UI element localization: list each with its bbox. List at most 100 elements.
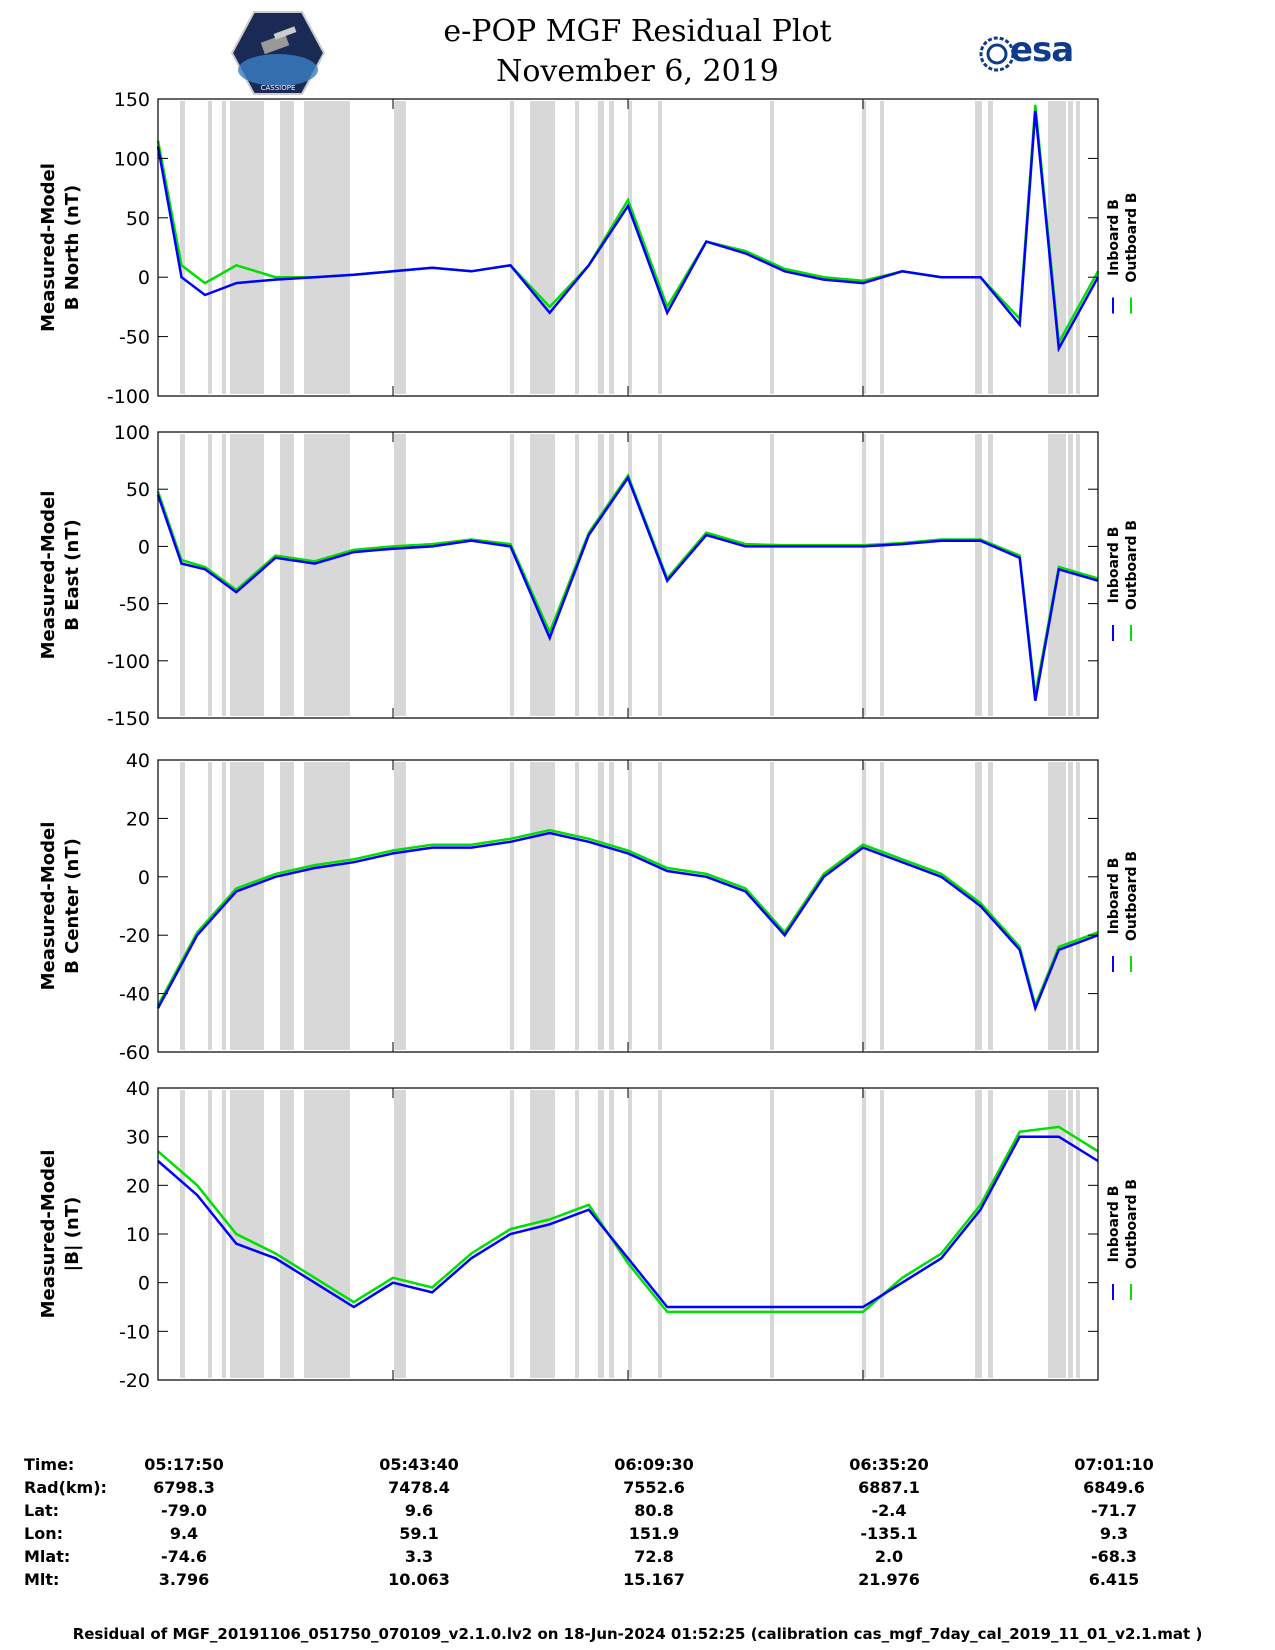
y-tick-label: 0 (138, 867, 150, 889)
info-value: 15.167 (623, 1570, 685, 1589)
shade-interval (1048, 1090, 1066, 1378)
y-tick-label: 30 (126, 1127, 150, 1149)
chart-title: e-POP MGF Residual Plot (443, 14, 832, 49)
shade-interval (862, 762, 866, 1050)
shade-interval (658, 434, 662, 716)
shade-interval (770, 434, 774, 716)
info-value: -2.4 (871, 1501, 907, 1520)
shade-interval (208, 1090, 212, 1378)
y-axis-label: B East (nT) (62, 519, 83, 631)
y-tick-label: -150 (107, 708, 150, 730)
shade-interval (208, 762, 212, 1050)
shade-interval (658, 1090, 662, 1378)
info-value: 05:17:50 (144, 1455, 224, 1474)
shade-interval (530, 101, 555, 394)
info-value: 7478.4 (388, 1478, 450, 1497)
y-tick-label: 50 (126, 208, 150, 230)
y-tick-label: -20 (119, 925, 150, 947)
chart-panel-1: -100 -50 0 50 100 150 Measured-Model B North (n… (38, 89, 1140, 408)
y-tick-label: 100 (114, 148, 150, 170)
y-tick-label: -20 (119, 1370, 150, 1392)
info-value: -135.1 (860, 1524, 918, 1543)
y-tick-label: 0 (138, 1273, 150, 1295)
shade-interval (394, 1090, 406, 1378)
shade-interval (975, 1090, 982, 1378)
shade-interval (658, 101, 662, 394)
info-value: 9.6 (404, 1501, 434, 1520)
info-value: 9.3 (1099, 1524, 1129, 1543)
shade-interval (530, 762, 555, 1050)
shade-interval (222, 1090, 226, 1378)
y-axis-label: Measured-Model (38, 1150, 59, 1319)
info-row-label: Lon: (24, 1524, 63, 1543)
y-tick-label: -100 (107, 386, 150, 408)
legend-inboard: Inboard B (1106, 527, 1122, 604)
shade-interval (880, 434, 884, 716)
footer-caption: Residual of MGF_20191106_051750_070109_v… (72, 1625, 1203, 1643)
shade-interval (770, 1090, 774, 1378)
shade-interval (1068, 762, 1073, 1050)
chart-panel-4: -20 -10 0 10 20 30 40 Measured-Model |B| (nT) Inb… (38, 1078, 1140, 1392)
info-value: 151.9 (628, 1524, 680, 1543)
info-value: 7552.6 (623, 1478, 685, 1497)
shade-interval (628, 762, 632, 1050)
series-line-inboard (156, 475, 1099, 702)
shade-interval (1048, 762, 1066, 1050)
shade-interval (575, 762, 579, 1050)
info-value: -68.3 (1090, 1547, 1138, 1566)
y-tick-label: 0 (138, 536, 150, 558)
logo-text: CASSIOPE (261, 84, 296, 92)
shade-interval (180, 101, 185, 394)
info-value: -74.6 (160, 1547, 208, 1566)
shade-interval (394, 762, 406, 1050)
shade-interval (280, 762, 294, 1050)
shade-interval (988, 762, 993, 1050)
shade-interval (1068, 1090, 1073, 1378)
y-tick-label: -60 (119, 1042, 150, 1064)
shade-interval (230, 101, 264, 394)
info-row-label: Mlat: (24, 1547, 71, 1566)
info-value: 06:09:30 (614, 1455, 694, 1474)
y-axis-label: Measured-Model (38, 163, 59, 332)
shade-interval (770, 101, 774, 394)
legend-outboard: Outboard B (1124, 192, 1140, 282)
series-line-inboard (156, 831, 1099, 1013)
y-axis-label: Measured-Model (38, 491, 59, 660)
shade-interval (862, 101, 866, 394)
shade-interval (222, 434, 226, 716)
shade-interval (510, 762, 514, 1050)
info-value: 21.976 (858, 1570, 920, 1589)
legend-outboard: Outboard B (1124, 851, 1140, 941)
shade-interval (658, 762, 662, 1050)
shade-interval (975, 434, 982, 716)
y-axis-label: |B| (nT) (62, 1197, 83, 1272)
info-value: 2.0 (874, 1547, 904, 1566)
shade-interval (530, 1090, 555, 1378)
shade-interval (975, 101, 982, 394)
series-line-inboard (156, 110, 1100, 353)
legend-outboard: Outboard B (1124, 520, 1140, 610)
chart-panel-2: -150 -100 -50 0 50 100 Measured-Model B East (n… (38, 422, 1140, 730)
y-tick-label: 100 (114, 422, 150, 444)
shade-interval (180, 1090, 185, 1378)
shade-interval (280, 434, 294, 716)
y-tick-label: -100 (107, 651, 150, 673)
shade-interval (394, 434, 406, 716)
legend-inboard: Inboard B (1106, 858, 1122, 935)
shade-interval (862, 1090, 866, 1378)
shade-interval (1048, 101, 1066, 394)
info-value: -71.7 (1090, 1501, 1138, 1520)
shade-interval (394, 101, 406, 394)
info-value: 06:35:20 (849, 1455, 929, 1474)
info-row-label: Time: (24, 1455, 75, 1474)
info-value: 3.796 (158, 1570, 210, 1589)
shade-interval (628, 1090, 632, 1378)
esa-logo-icon (979, 36, 1015, 72)
y-tick-label: 50 (126, 479, 150, 501)
info-value: 9.4 (169, 1524, 199, 1543)
info-value: 6887.1 (858, 1478, 920, 1497)
y-tick-label: 40 (126, 1078, 150, 1100)
shade-interval (304, 1090, 350, 1378)
shade-interval (575, 101, 579, 394)
shade-interval (609, 101, 614, 394)
